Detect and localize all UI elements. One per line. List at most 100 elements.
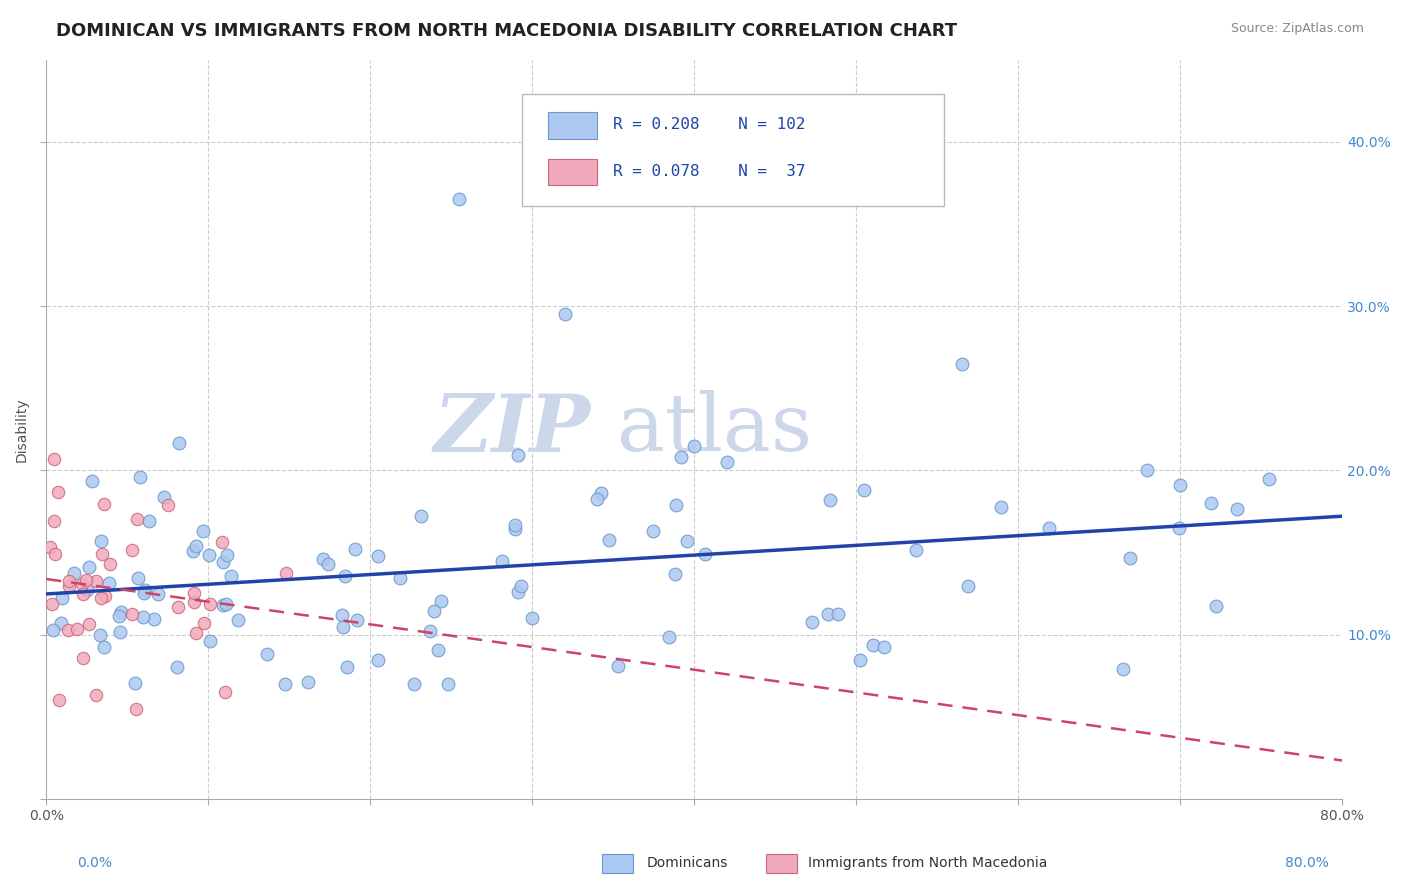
Point [256, 647, 278, 661]
Point [274, 566, 297, 581]
Point [121, 607, 143, 621]
Point [1118, 550, 1140, 565]
Point [49, 616, 72, 631]
Point [335, 660, 357, 674]
Point [990, 500, 1012, 515]
Point [108, 625, 131, 640]
Bar [548, 112, 598, 139]
Point [664, 566, 686, 581]
Point [107, 608, 129, 623]
Point [226, 613, 249, 627]
Point [214, 597, 236, 611]
Point [849, 653, 872, 667]
Point [423, 604, 446, 618]
Text: R = 0.208    N = 102: R = 0.208 N = 102 [613, 117, 806, 132]
Point [129, 470, 152, 484]
Point [212, 598, 235, 612]
Point [330, 607, 353, 622]
Point [77, 559, 100, 574]
Text: Source: ZipAtlas.com: Source: ZipAtlas.com [1230, 22, 1364, 36]
Point [84, 689, 107, 703]
Point [586, 492, 609, 507]
Point [148, 587, 170, 601]
Point [1226, 501, 1249, 516]
Point [134, 586, 156, 600]
Point [167, 435, 190, 450]
Point [1136, 463, 1159, 477]
Point [335, 568, 357, 582]
Point [89, 627, 111, 641]
Point [904, 543, 927, 558]
Point [183, 585, 205, 599]
Point [121, 542, 143, 557]
Point [419, 624, 441, 638]
Point [449, 192, 471, 206]
Point [800, 615, 823, 629]
Point [72, 651, 94, 665]
Point [167, 599, 190, 614]
Point [77, 617, 100, 632]
Text: atlas: atlas [617, 391, 811, 468]
Point [44, 514, 66, 528]
Point [93, 589, 115, 603]
Point [166, 660, 188, 674]
Point [211, 534, 233, 549]
Point [46, 484, 69, 499]
Point [184, 626, 207, 640]
Point [198, 548, 221, 562]
Bar [766, 854, 797, 873]
Point [862, 638, 884, 652]
Point [98, 557, 121, 571]
Point [312, 552, 335, 566]
Point [695, 547, 717, 561]
Point [191, 524, 214, 539]
Point [873, 640, 896, 655]
Point [193, 616, 215, 631]
Point [297, 674, 319, 689]
Y-axis label: Disability: Disability [15, 397, 30, 462]
Point [90, 534, 112, 549]
Point [90, 547, 112, 561]
Text: R = 0.078    N =  37: R = 0.078 N = 37 [613, 164, 806, 179]
Text: Immigrants from North Macedonia: Immigrants from North Macedonia [808, 856, 1047, 871]
Point [124, 675, 146, 690]
Point [1038, 520, 1060, 534]
Point [72, 587, 94, 601]
Point [1199, 496, 1222, 510]
Point [58, 574, 80, 589]
Point [39, 541, 62, 555]
Point [1258, 472, 1281, 486]
Point [198, 634, 221, 648]
Point [134, 583, 156, 598]
Point [186, 540, 208, 554]
Point [510, 580, 533, 594]
Point [90, 591, 112, 605]
Point [212, 555, 235, 569]
Bar [602, 854, 633, 873]
Point [491, 554, 513, 568]
Point [131, 610, 153, 624]
Point [852, 483, 875, 497]
Point [402, 677, 425, 691]
Point [950, 357, 973, 371]
Point [183, 595, 205, 609]
Point [665, 498, 688, 512]
Point [676, 533, 699, 548]
Point [427, 642, 450, 657]
Point [827, 607, 849, 621]
Point [658, 630, 681, 644]
Point [332, 620, 354, 634]
Point [41, 597, 63, 611]
FancyBboxPatch shape [522, 95, 945, 206]
Point [62, 566, 84, 580]
Point [411, 509, 433, 524]
Point [683, 439, 706, 453]
Point [520, 611, 543, 625]
Point [367, 653, 389, 667]
Point [142, 611, 165, 625]
Point [503, 518, 526, 533]
Point [51, 591, 73, 605]
Point [97, 575, 120, 590]
Point [506, 584, 529, 599]
Text: DOMINICAN VS IMMIGRANTS FROM NORTH MACEDONIA DISABILITY CORRELATION CHART: DOMINICAN VS IMMIGRANTS FROM NORTH MACED… [56, 22, 957, 40]
